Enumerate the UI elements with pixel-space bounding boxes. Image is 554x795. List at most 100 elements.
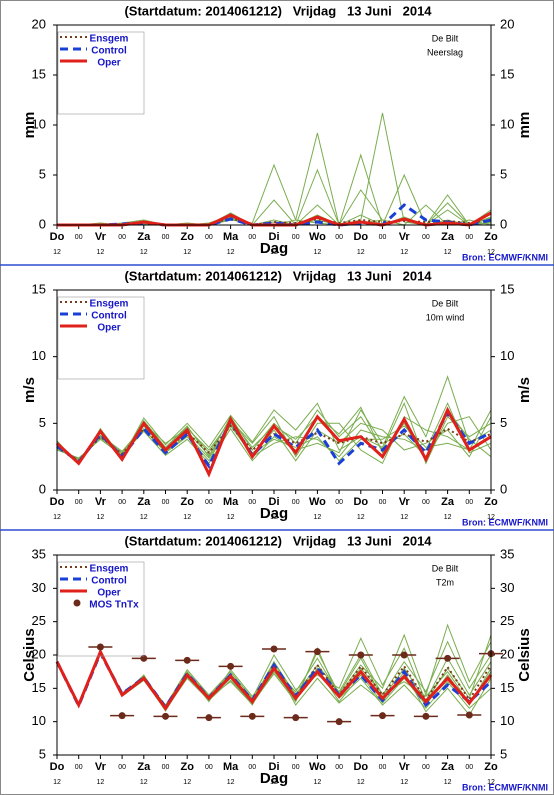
x-tick-sublabel: 12 (140, 779, 148, 786)
x-tick-sublabel: 12 (270, 249, 278, 256)
mos-point (400, 651, 408, 659)
x-tick-label: 00 (205, 764, 213, 771)
legend-box (57, 31, 145, 115)
legend-label: Ensgem (90, 564, 129, 575)
x-tick-label: Za (137, 231, 151, 243)
x-tick-label: Do (50, 496, 65, 508)
x-axis-title: Dag (260, 240, 288, 257)
legend-label: Control (91, 576, 127, 587)
legend-label: Oper (97, 58, 120, 69)
x-tick-label: Di (269, 761, 280, 773)
y-tick-label: 10 (32, 348, 46, 363)
chart-title: (Startdatum: 2014061212) Vrijdag 13 Juni… (124, 3, 432, 18)
x-tick-sublabel: 12 (400, 779, 408, 786)
mos-point (248, 712, 256, 720)
mos-point (118, 712, 126, 720)
x-tick-label: 00 (379, 234, 387, 241)
x-tick-sublabel: 12 (314, 514, 322, 521)
chart-title: (Startdatum: 2014061212) Vrijdag 13 Juni… (124, 533, 432, 548)
x-tick-label: 00 (248, 499, 256, 506)
y2-tick-label: 5 (500, 746, 507, 761)
x-tick-label: 00 (465, 764, 473, 771)
mos-point (357, 651, 365, 659)
y2-tick-label: 35 (500, 546, 514, 561)
x-tick-label: Do (353, 761, 368, 773)
y-tick-label: 5 (39, 746, 46, 761)
x-tick-label: 00 (162, 499, 170, 506)
mos-point (335, 718, 343, 726)
legend-label: Oper (97, 323, 120, 334)
x-tick-sublabel: 12 (314, 249, 322, 256)
x-tick-label: 00 (248, 234, 256, 241)
x-tick-label: 00 (335, 499, 343, 506)
mos-point (183, 656, 191, 664)
x-tick-label: 00 (248, 764, 256, 771)
x-tick-label: 00 (162, 764, 170, 771)
y2-tick-label: 20 (500, 16, 514, 31)
x-tick-label: 00 (465, 234, 473, 241)
mos-point (292, 714, 300, 722)
x-tick-sublabel: 12 (487, 249, 495, 256)
x-tick-sublabel: 12 (444, 249, 452, 256)
x-tick-label: Do (353, 231, 368, 243)
x-tick-sublabel: 12 (140, 514, 148, 521)
legend-label: MOS TnTx (89, 600, 139, 611)
x-tick-sublabel: 12 (97, 249, 105, 256)
source: Bron: ECMWF/KNMI (462, 252, 548, 262)
mos-point (96, 643, 104, 651)
legend-box (57, 296, 145, 380)
y-axis-title: mm (21, 112, 38, 139)
x-tick-label: Do (50, 761, 65, 773)
y2-tick-label: 30 (500, 580, 514, 595)
x-tick-label: 00 (422, 764, 430, 771)
x-tick-label: 00 (292, 234, 300, 241)
y-tick-label: 15 (32, 680, 46, 695)
x-tick-label: Zo (180, 231, 194, 243)
y2-tick-label: 0 (500, 216, 507, 231)
y-tick-label: 30 (32, 580, 46, 595)
variable: Neerslag (427, 47, 463, 57)
x-axis-title: Dag (260, 505, 288, 522)
x-tick-label: Zo (484, 496, 498, 508)
x-tick-label: 00 (118, 764, 126, 771)
y-tick-label: 5 (39, 415, 46, 430)
y2-tick-label: 0 (500, 481, 507, 496)
x-tick-sublabel: 12 (444, 779, 452, 786)
x-tick-sublabel: 12 (270, 779, 278, 786)
mos-point (205, 714, 213, 722)
plot-frame (56, 554, 492, 756)
y2-tick-label: 20 (500, 646, 514, 661)
y-tick-label: 0 (39, 216, 46, 231)
x-tick-sublabel: 12 (444, 514, 452, 521)
mos-point (270, 645, 278, 653)
x-tick-sublabel: 12 (357, 249, 365, 256)
x-tick-label: Wo (309, 231, 326, 243)
x-tick-sublabel: 12 (183, 514, 191, 521)
x-tick-label: Vr (399, 496, 411, 508)
x-tick-label: Do (353, 496, 368, 508)
y2-tick-label: 10 (500, 116, 514, 131)
y2-tick-label: 5 (500, 166, 507, 181)
legend-box (57, 561, 145, 657)
y-tick-label: 20 (32, 16, 46, 31)
x-tick-sublabel: 12 (53, 779, 61, 786)
x-tick-sublabel: 12 (53, 514, 61, 521)
x-tick-sublabel: 12 (97, 514, 105, 521)
x-tick-label: Za (137, 496, 151, 508)
mos-point (140, 654, 148, 662)
mos-point (465, 711, 473, 719)
x-tick-sublabel: 12 (227, 779, 235, 786)
x-tick-label: 00 (162, 234, 170, 241)
x-tick-label: Vr (399, 761, 411, 773)
x-tick-label: 00 (379, 499, 387, 506)
location: De Bilt (432, 33, 459, 43)
x-tick-sublabel: 12 (487, 514, 495, 521)
x-tick-sublabel: 12 (97, 779, 105, 786)
mos-point (162, 712, 169, 720)
x-tick-sublabel: 12 (487, 779, 495, 786)
x-tick-label: Wo (309, 761, 326, 773)
x-tick-sublabel: 12 (270, 514, 278, 521)
y2-axis-title: Celsius (516, 628, 533, 681)
x-tick-label: 00 (205, 234, 213, 241)
